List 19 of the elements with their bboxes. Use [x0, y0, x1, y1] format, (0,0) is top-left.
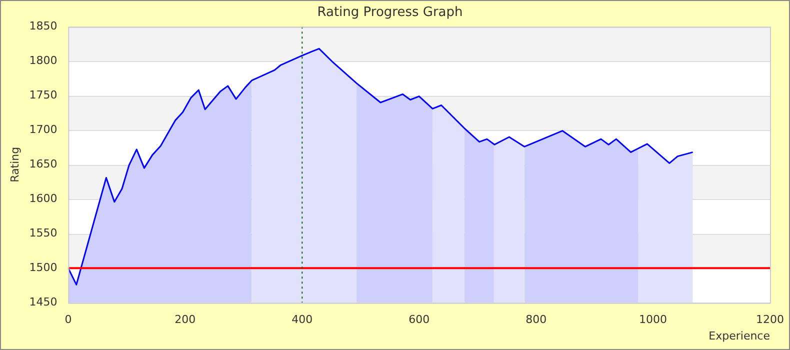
y-tick-label: 1850 [29, 19, 58, 32]
x-tick-label: 600 [408, 313, 430, 326]
y-tick-label: 1650 [29, 157, 58, 170]
y-tick-label: 1700 [29, 122, 58, 136]
x-tick-label: 1000 [639, 313, 668, 326]
chart-title: Rating Progress Graph [317, 5, 463, 20]
y-tick-label: 1450 [29, 295, 58, 308]
y-tick-label: 1600 [29, 192, 58, 205]
x-tick-label: 200 [174, 313, 196, 326]
x-tick-label: 1200 [756, 313, 784, 326]
x-tick-label: 0 [64, 313, 72, 326]
y-tick-label: 1800 [29, 54, 58, 67]
y-axis-title: Rating [8, 146, 22, 182]
x-axis-title: Experience [708, 329, 770, 342]
y-tick-label: 1750 [29, 88, 58, 102]
y-tick-label: 1550 [29, 226, 58, 240]
x-tick-label: 400 [292, 313, 313, 326]
x-tick-label: 800 [526, 313, 547, 326]
y-tick-label: 1500 [29, 260, 58, 274]
